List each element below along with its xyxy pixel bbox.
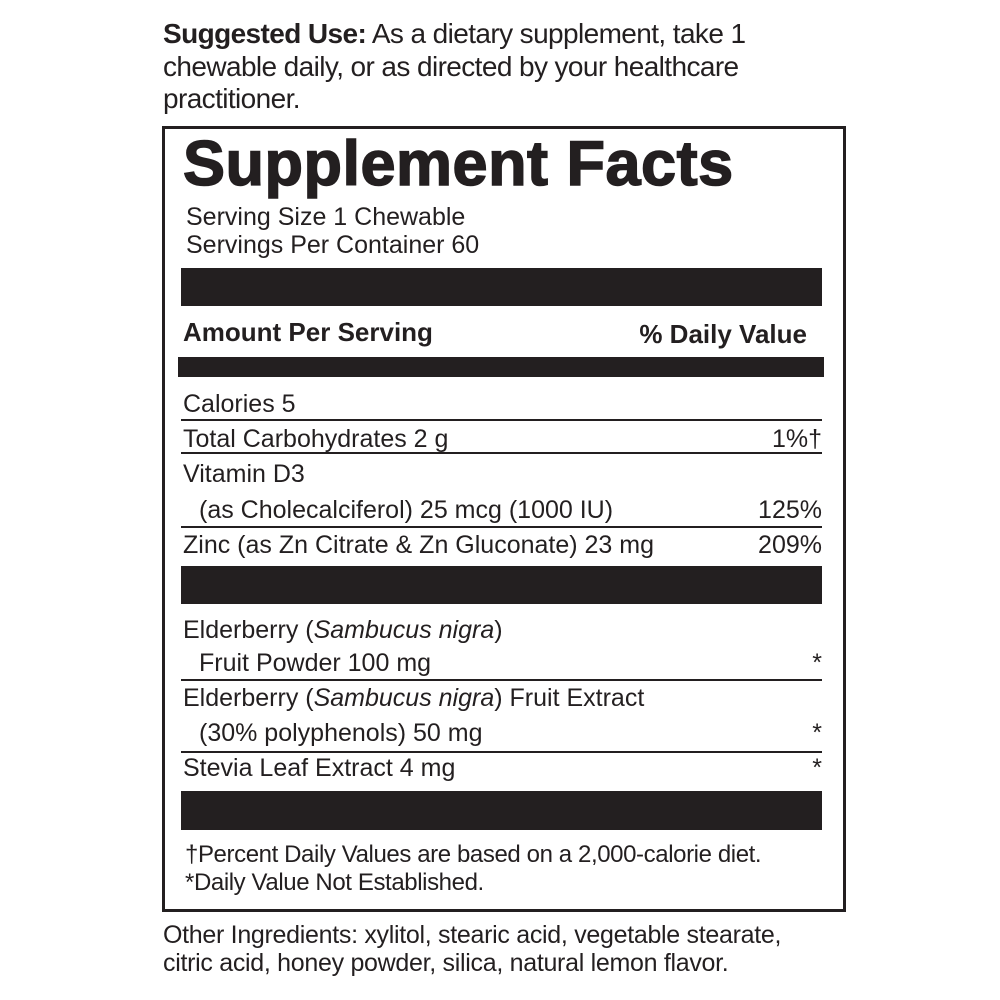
divider-bar	[181, 268, 822, 306]
elderberry-extract: Elderberry (Sambucus nigra) Fruit Extrac…	[183, 684, 645, 712]
calories: Calories 5	[183, 390, 296, 418]
latin-name: Sambucus nigra	[313, 616, 495, 644]
thick-divider	[178, 357, 824, 377]
elderberry-extract-dv: *	[812, 719, 822, 747]
vitamin-d3-dv: 125%	[758, 496, 822, 524]
servings-per-container: Servings Per Container 60	[186, 231, 480, 259]
daily-value-header: % Daily Value	[639, 319, 807, 349]
elderberry-powder: Elderberry (Sambucus nigra)	[183, 616, 503, 644]
row-rule	[181, 452, 822, 454]
footnote-daily-values: †Percent Daily Values are based on a 2,0…	[185, 841, 762, 868]
amount-per-serving-header: Amount Per Serving	[183, 317, 433, 347]
zinc: Zinc (as Zn Citrate & Zn Gluconate) 23 m…	[183, 531, 655, 559]
stevia-dv: *	[812, 754, 822, 782]
suggested-use-text: As a dietary supplement, take 1 chewable…	[163, 18, 746, 114]
row-rule	[181, 679, 822, 681]
total-carbohydrates-dv: 1%†	[771, 425, 822, 453]
divider-bar	[181, 791, 822, 830]
footnote-not-established: *Daily Value Not Established.	[185, 869, 484, 896]
suggested-use-label: Suggested Use:	[163, 18, 367, 49]
elderberry-extract-detail: (30% polyphenols) 50 mg	[199, 719, 483, 747]
other-ingredients-line-1: Other Ingredients: xylitol, stearic acid…	[163, 921, 782, 949]
elderberry-powder-detail: Fruit Powder 100 mg	[199, 649, 432, 677]
other-ingredients-line-2: citric acid, honey powder, silica, natur…	[163, 949, 729, 977]
divider-bar	[181, 566, 822, 604]
row-rule	[181, 526, 822, 528]
serving-size: Serving Size 1 Chewable	[186, 203, 466, 231]
stevia: Stevia Leaf Extract 4 mg	[183, 754, 456, 782]
latin-name: Sambucus nigra	[313, 684, 495, 712]
suggested-use: Suggested Use: As a dietary supplement, …	[163, 18, 843, 116]
panel-title: Supplement Facts	[182, 128, 734, 200]
supplement-facts-panel	[162, 126, 846, 912]
elderberry-powder-dv: *	[812, 649, 822, 677]
total-carbohydrates: Total Carbohydrates 2 g	[183, 425, 449, 453]
vitamin-d3: Vitamin D3	[183, 460, 305, 488]
row-rule	[181, 751, 822, 753]
row-rule	[181, 419, 822, 421]
vitamin-d3-detail: (as Cholecalciferol) 25 mcg (1000 IU)	[199, 496, 614, 524]
zinc-dv: 209%	[758, 531, 822, 559]
